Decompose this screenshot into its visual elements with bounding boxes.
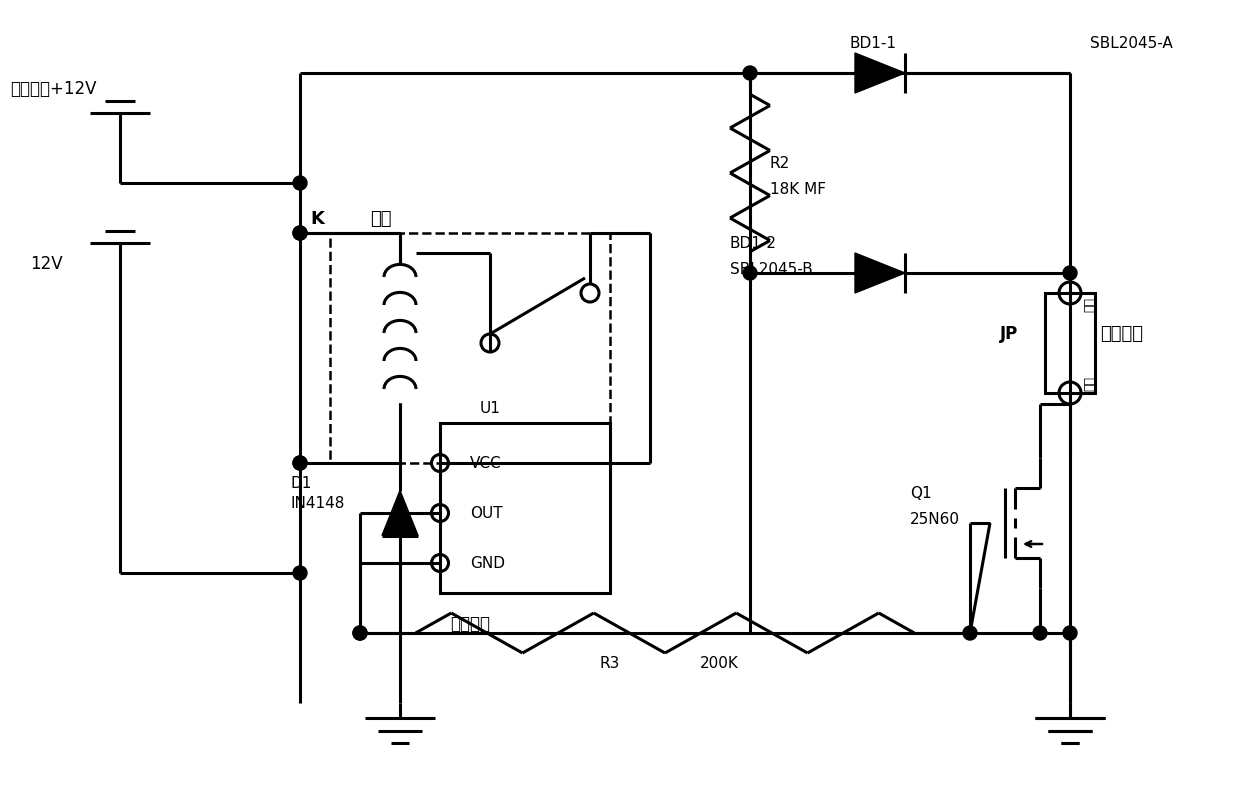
- Text: GND: GND: [470, 556, 505, 571]
- Text: BD1-1: BD1-1: [849, 36, 897, 51]
- Text: OUT: OUT: [470, 506, 502, 521]
- Circle shape: [293, 226, 308, 241]
- Circle shape: [1033, 626, 1047, 640]
- Text: 12V: 12V: [30, 255, 63, 273]
- Text: U1: U1: [480, 401, 501, 416]
- Text: IN4148: IN4148: [290, 496, 345, 511]
- Text: Q1: Q1: [910, 486, 931, 501]
- Circle shape: [1063, 626, 1078, 640]
- Circle shape: [293, 566, 308, 581]
- Circle shape: [293, 177, 308, 191]
- Text: 灯效配件: 灯效配件: [1100, 324, 1143, 343]
- Text: 正极: 正极: [1084, 296, 1096, 311]
- Text: 负极: 负极: [1084, 376, 1096, 391]
- Text: BD1-2: BD1-2: [730, 236, 777, 251]
- Text: K: K: [310, 210, 324, 228]
- Circle shape: [743, 67, 756, 81]
- Text: R3: R3: [600, 656, 620, 671]
- Polygon shape: [382, 491, 418, 536]
- Text: 感应模块: 感应模块: [450, 614, 490, 632]
- Circle shape: [293, 456, 308, 471]
- Circle shape: [353, 626, 367, 640]
- Circle shape: [353, 626, 367, 640]
- Circle shape: [743, 267, 756, 281]
- Text: R2: R2: [770, 157, 790, 171]
- Text: 电脑电源+12V: 电脑电源+12V: [10, 80, 97, 98]
- Polygon shape: [856, 54, 905, 94]
- Text: SBL2045-B: SBL2045-B: [730, 261, 812, 276]
- Circle shape: [293, 456, 308, 471]
- Text: D1: D1: [290, 476, 311, 491]
- Circle shape: [1063, 267, 1078, 281]
- Text: JP: JP: [999, 324, 1018, 343]
- Circle shape: [963, 626, 977, 640]
- Text: 200K: 200K: [701, 656, 739, 671]
- Text: 常闭: 常闭: [370, 210, 392, 228]
- Text: 18K MF: 18K MF: [770, 181, 826, 196]
- Bar: [440, 423, 610, 593]
- Bar: [330, 234, 610, 463]
- Polygon shape: [856, 254, 905, 294]
- Circle shape: [293, 226, 308, 241]
- Text: SBL2045-A: SBL2045-A: [1090, 36, 1173, 51]
- Text: VCC: VCC: [470, 456, 502, 471]
- Text: 25N60: 25N60: [910, 511, 960, 526]
- Bar: [1045, 294, 1095, 393]
